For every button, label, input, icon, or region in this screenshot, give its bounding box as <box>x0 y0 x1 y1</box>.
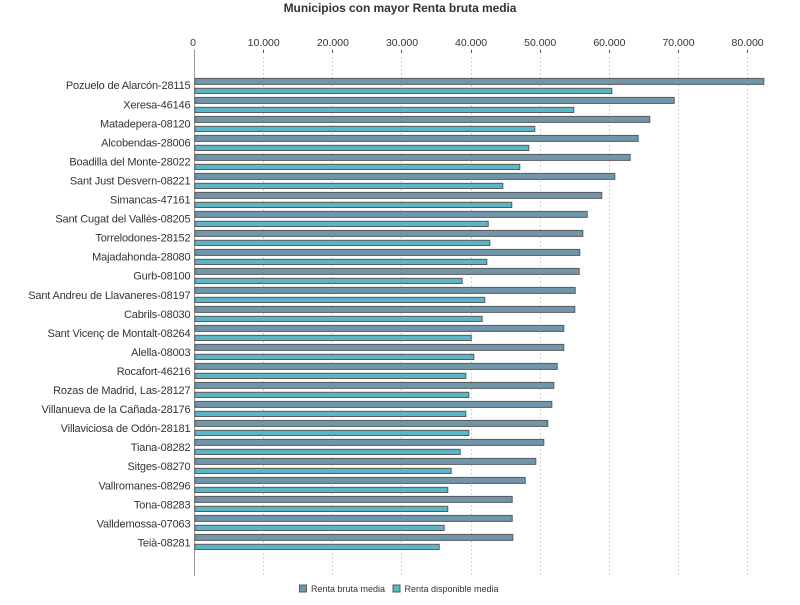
svg-text:Rocafort-46216: Rocafort-46216 <box>117 366 191 378</box>
svg-text:Villaviciosa de Odón-28181: Villaviciosa de Odón-28181 <box>61 423 191 435</box>
svg-text:Sant Vicenç de Montalt-08264: Sant Vicenç de Montalt-08264 <box>48 328 191 340</box>
svg-text:Boadilla del Monte-28022: Boadilla del Monte-28022 <box>69 156 190 168</box>
svg-text:50.000: 50.000 <box>524 37 556 49</box>
svg-text:Teià-08281: Teià-08281 <box>138 537 191 549</box>
svg-text:Rozas de Madrid, Las-28127: Rozas de Madrid, Las-28127 <box>53 385 190 397</box>
svg-text:80.000: 80.000 <box>732 37 764 49</box>
svg-text:60.000: 60.000 <box>593 37 625 49</box>
svg-text:Torrelodones-28152: Torrelodones-28152 <box>95 233 190 245</box>
svg-text:20.000: 20.000 <box>317 37 349 49</box>
svg-text:Alcobendas-28006: Alcobendas-28006 <box>101 137 190 149</box>
svg-text:Simancas-47161: Simancas-47161 <box>110 195 190 207</box>
svg-text:Matadepera-08120: Matadepera-08120 <box>100 118 191 130</box>
svg-text:Cabrils-08030: Cabrils-08030 <box>124 309 191 321</box>
svg-text:Villanueva de la Cañada-28176: Villanueva de la Cañada-28176 <box>42 404 191 416</box>
svg-text:Pozuelo de Alarcón-28115: Pozuelo de Alarcón-28115 <box>66 80 191 92</box>
svg-text:Vallromanes-08296: Vallromanes-08296 <box>98 480 190 492</box>
svg-text:30.000: 30.000 <box>386 37 418 49</box>
svg-text:Gurb-08100: Gurb-08100 <box>133 271 190 283</box>
svg-text:70.000: 70.000 <box>662 37 694 49</box>
svg-text:Sitges-08270: Sitges-08270 <box>127 461 190 473</box>
svg-text:Sant Cugat del Vallès-08205: Sant Cugat del Vallès-08205 <box>55 214 190 226</box>
svg-text:0: 0 <box>190 37 196 49</box>
svg-text:Alella-08003: Alella-08003 <box>131 347 190 359</box>
svg-text:10.000: 10.000 <box>248 37 280 49</box>
svg-text:Renta disponible media: Renta disponible media <box>405 584 499 594</box>
svg-text:Municipios con mayor Renta bru: Municipios con mayor Renta bruta media <box>284 1 517 15</box>
svg-text:Sant Andreu de Llavaneres-0819: Sant Andreu de Llavaneres-08197 <box>28 290 190 302</box>
svg-text:Sant Just Desvern-08221: Sant Just Desvern-08221 <box>70 175 191 187</box>
svg-text:Tona-08283: Tona-08283 <box>134 499 191 511</box>
svg-text:40.000: 40.000 <box>455 37 487 49</box>
svg-text:Tiana-08282: Tiana-08282 <box>131 442 191 454</box>
svg-text:Xeresa-46146: Xeresa-46146 <box>123 99 190 111</box>
svg-text:Valldemossa-07063: Valldemossa-07063 <box>97 518 191 530</box>
svg-text:Renta bruta media: Renta bruta media <box>311 584 385 594</box>
svg-text:Majadahonda-28080: Majadahonda-28080 <box>92 252 190 264</box>
